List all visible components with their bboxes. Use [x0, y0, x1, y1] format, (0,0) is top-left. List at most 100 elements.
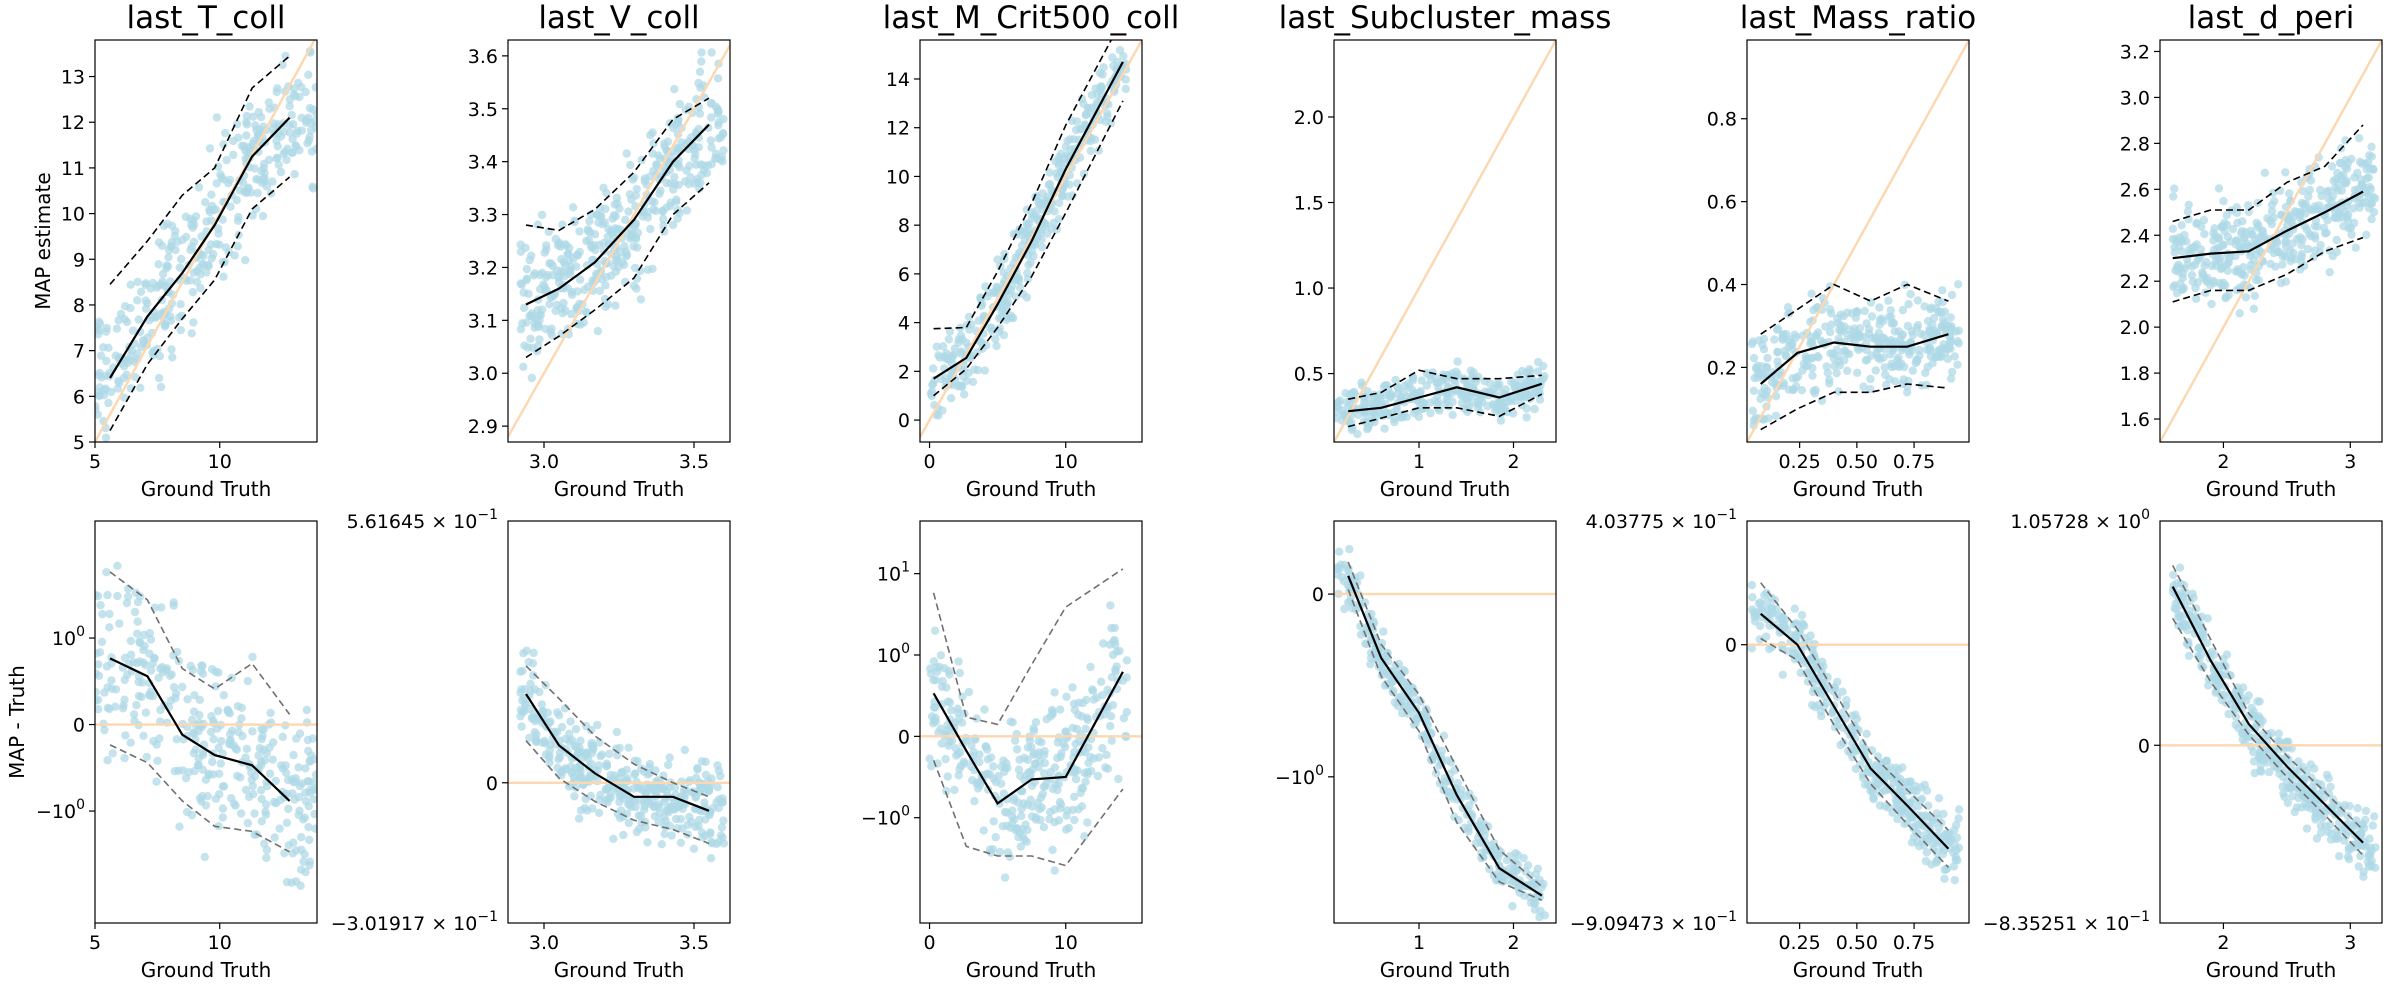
scatter-point — [1045, 168, 1054, 177]
scatter-point — [616, 806, 626, 815]
scatter-point — [1036, 815, 1045, 825]
scatter-point — [575, 227, 584, 236]
scatter-point — [2244, 691, 2253, 700]
x-tick-label: 3.0 — [529, 932, 559, 954]
scatter-point — [311, 824, 317, 833]
scatter-point — [545, 753, 554, 762]
scatter-point — [249, 789, 258, 799]
upper-line — [933, 40, 1113, 330]
scatter-point — [1758, 606, 1767, 615]
scatter-point — [651, 766, 660, 775]
scatter-point — [253, 188, 262, 198]
scatter-point — [1894, 362, 1904, 371]
scatter-point — [194, 183, 204, 192]
scatter-point — [686, 173, 695, 182]
scatter-point — [931, 703, 940, 712]
x-tick-label: 0.50 — [1836, 451, 1878, 473]
scatter-point — [2219, 240, 2228, 249]
scatter-point — [2358, 181, 2367, 190]
scatter-point — [1062, 825, 1071, 834]
scatter-point — [622, 765, 631, 774]
scatter-point — [1940, 830, 1950, 839]
scatter-point — [102, 568, 111, 577]
y-tick-label: 0 — [486, 773, 498, 795]
scatter-point — [1889, 318, 1898, 328]
scatter-point — [1763, 353, 1772, 363]
scatter-point — [652, 160, 661, 169]
median-line — [525, 693, 710, 812]
scatter-point — [195, 710, 204, 720]
scatter-point — [301, 116, 311, 125]
scatter-point — [100, 688, 109, 697]
scatter-point — [222, 155, 231, 165]
scatter-point — [299, 857, 308, 866]
scatter-point — [1759, 345, 1769, 354]
scatter-point — [1893, 814, 1902, 824]
median-line — [109, 657, 291, 802]
x-tick-label: 0.50 — [1836, 932, 1878, 954]
scatter-point — [704, 123, 713, 132]
scatter-point — [270, 797, 279, 807]
scatter-point — [586, 791, 595, 801]
scatter-point — [546, 259, 556, 268]
scatter-point — [212, 179, 221, 188]
scatter-point — [163, 262, 173, 271]
scatter-point — [621, 215, 630, 224]
axes-frame — [1333, 520, 1557, 924]
scatter-point — [2281, 277, 2291, 286]
scatter-point — [559, 298, 568, 308]
plot-area — [95, 561, 317, 890]
scatter-point — [716, 771, 725, 781]
scatter-point — [599, 183, 608, 192]
scatter-point — [297, 833, 306, 842]
scatter-point — [670, 172, 679, 182]
scatter-point — [604, 224, 613, 234]
x-tick-label: 5 — [89, 451, 101, 473]
scatter-point — [1039, 823, 1049, 832]
y-tick-label: 1.0 — [1294, 278, 1324, 300]
scatter-point — [596, 211, 606, 221]
scatter-point — [2341, 155, 2350, 165]
x-axis-label: Ground Truth — [1793, 477, 1924, 501]
scatter-point — [290, 795, 299, 804]
scatter-point — [1025, 219, 1034, 229]
scatter-point — [697, 757, 707, 766]
scatter-point — [135, 638, 144, 648]
scatter-point — [1952, 820, 1961, 830]
scatter-point — [649, 139, 658, 148]
scatter-point — [1755, 635, 1765, 644]
scatter-point — [2260, 168, 2269, 177]
scatter-point — [521, 700, 530, 709]
scatter-point — [928, 380, 937, 389]
scatter-point — [588, 804, 597, 813]
scatter-point — [1853, 368, 1862, 377]
scatter-point — [714, 118, 723, 127]
scatter-point — [1810, 389, 1820, 398]
y-tick-label: 0.4 — [1707, 275, 1737, 297]
scatter-point — [1949, 862, 1959, 871]
scatter-point — [648, 149, 657, 158]
axes-frame — [507, 39, 731, 443]
scatter-point — [1909, 786, 1918, 795]
scatter-point — [525, 255, 534, 265]
median-line — [525, 123, 710, 306]
scatter-point — [943, 354, 952, 363]
scatter-point — [1784, 342, 1793, 352]
scatter-point — [1387, 677, 1396, 687]
scatter-point — [610, 200, 619, 209]
scatter-point — [229, 799, 239, 808]
scatter-point — [304, 777, 313, 786]
scatter-point — [2223, 259, 2232, 268]
scatter-point — [136, 383, 145, 392]
scatter-point — [218, 257, 228, 267]
scatter-point — [266, 708, 275, 718]
scatter-point — [98, 609, 107, 619]
scatter-point — [120, 753, 129, 763]
scatter-point — [1825, 379, 1834, 388]
scatter-point — [1074, 736, 1084, 745]
scatter-point — [954, 657, 963, 666]
scatter-point — [981, 770, 990, 779]
scatter-point — [2169, 570, 2178, 580]
scatter-point — [991, 833, 1000, 842]
